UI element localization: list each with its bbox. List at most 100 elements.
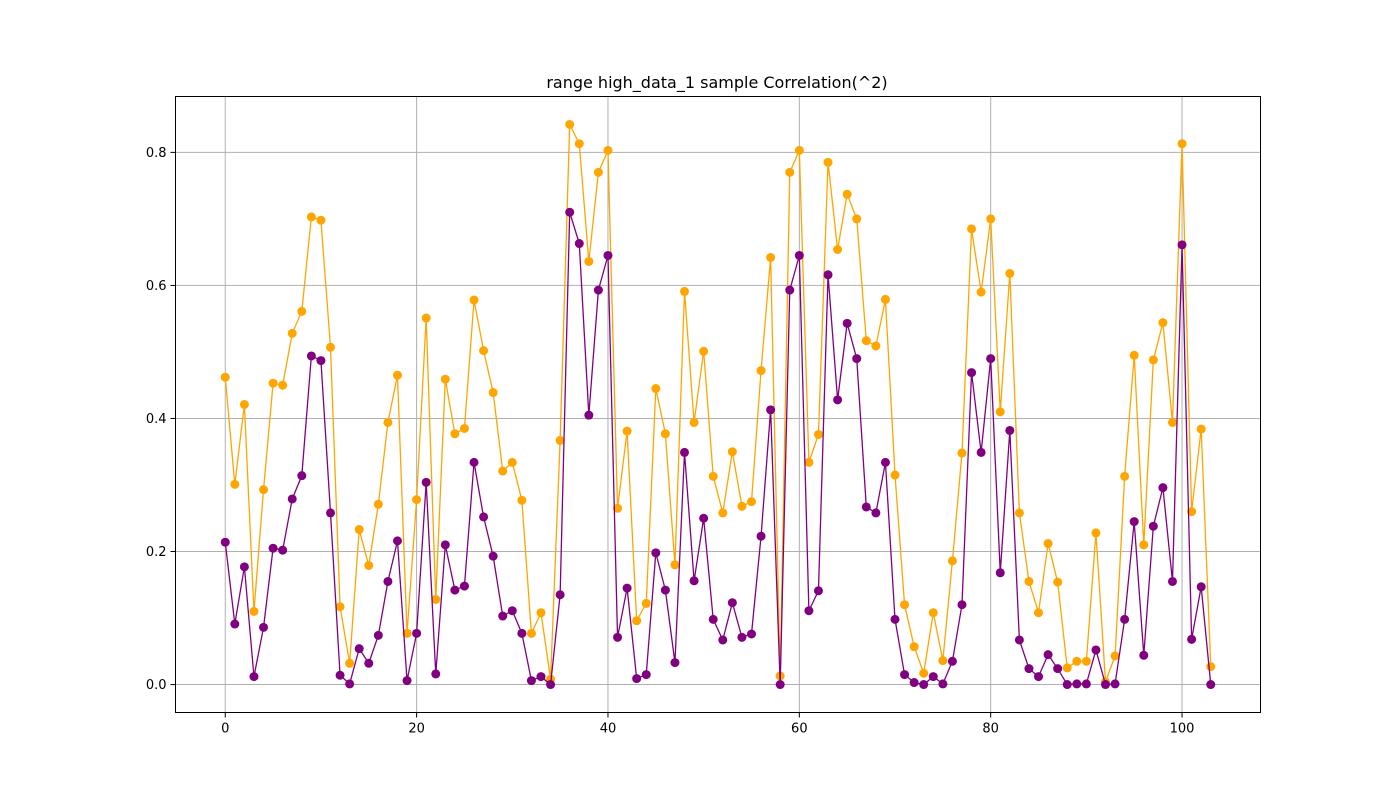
chart-title: range high_data_1 sample Correlation(^2)	[546, 73, 887, 93]
data-point	[670, 560, 680, 570]
data-point	[584, 410, 594, 420]
data-point	[708, 471, 718, 481]
data-point	[813, 586, 823, 596]
data-point	[1110, 679, 1120, 689]
data-point	[632, 674, 642, 684]
data-point	[278, 380, 288, 390]
data-point	[316, 215, 326, 225]
data-point	[1034, 672, 1044, 682]
data-point	[450, 429, 460, 439]
data-point	[660, 429, 670, 439]
data-point	[220, 372, 230, 382]
data-point	[785, 167, 795, 177]
data-point	[823, 270, 833, 280]
data-point	[306, 212, 316, 222]
data-point	[1129, 350, 1139, 360]
data-point	[1005, 425, 1015, 435]
data-point	[928, 672, 938, 682]
data-point	[794, 145, 804, 155]
data-point	[1158, 318, 1168, 328]
data-point	[1158, 483, 1168, 493]
data-point	[766, 252, 776, 262]
data-point	[440, 540, 450, 550]
data-point	[976, 447, 986, 457]
y-tick-label: 0.6	[146, 279, 167, 294]
data-point	[689, 417, 699, 427]
data-point	[861, 336, 871, 346]
data-point	[1196, 424, 1206, 434]
data-point	[737, 632, 747, 642]
data-point	[479, 512, 489, 522]
data-point	[517, 628, 527, 638]
x-tick-label: 60	[791, 722, 808, 737]
data-point	[345, 679, 355, 689]
data-point	[421, 313, 431, 323]
data-point	[632, 616, 642, 626]
data-point	[766, 405, 776, 415]
data-point	[1043, 650, 1053, 660]
y-tick-label: 0.4	[146, 412, 167, 427]
x-tick-label: 20	[408, 722, 425, 737]
data-point	[297, 471, 307, 481]
data-point	[1120, 471, 1130, 481]
data-point	[938, 656, 948, 666]
data-point	[526, 628, 536, 638]
data-point	[727, 598, 737, 608]
data-point	[536, 608, 546, 618]
data-point	[986, 354, 996, 364]
data-point	[459, 423, 469, 433]
data-point	[1187, 507, 1197, 517]
data-point	[880, 457, 890, 467]
data-point	[421, 477, 431, 487]
series-2	[220, 207, 1216, 690]
data-point	[268, 378, 278, 388]
x-tick-label: 40	[600, 722, 617, 737]
data-point	[603, 145, 613, 155]
data-point	[1177, 240, 1187, 250]
data-point	[986, 214, 996, 224]
data-point	[345, 658, 355, 668]
data-point	[613, 503, 623, 513]
data-point	[995, 407, 1005, 417]
data-point	[794, 250, 804, 260]
data-point	[785, 285, 795, 295]
data-point	[641, 598, 651, 608]
data-point	[431, 669, 441, 679]
data-point	[699, 513, 709, 523]
data-point	[1043, 539, 1053, 549]
data-point	[1139, 540, 1149, 550]
data-point	[871, 508, 881, 518]
data-point	[354, 644, 364, 654]
data-point	[957, 600, 967, 610]
data-point	[373, 499, 383, 509]
data-point	[1187, 634, 1197, 644]
data-point	[402, 628, 412, 638]
data-point	[1024, 576, 1034, 586]
data-point	[316, 356, 326, 366]
data-point	[900, 670, 910, 680]
data-point	[1072, 679, 1082, 689]
data-point	[813, 429, 823, 439]
data-point	[1177, 139, 1187, 149]
data-point	[947, 556, 957, 566]
data-point	[995, 568, 1005, 578]
data-point	[574, 139, 584, 149]
data-point	[919, 680, 929, 690]
data-point	[555, 590, 565, 600]
y-tick-label: 0.2	[146, 545, 167, 560]
data-point	[689, 576, 699, 586]
data-point	[1053, 577, 1063, 587]
data-point	[335, 602, 345, 612]
data-point	[488, 388, 498, 398]
y-tick-label: 0.0	[146, 678, 167, 693]
x-tick-label: 80	[982, 722, 999, 737]
data-point	[584, 256, 594, 266]
data-point	[1139, 650, 1149, 660]
data-point	[1014, 508, 1024, 518]
y-tick-label: 0.8	[146, 146, 167, 161]
data-point	[364, 658, 374, 668]
data-point	[727, 447, 737, 457]
data-point	[833, 395, 843, 405]
x-tick-label: 0	[221, 722, 229, 737]
data-point	[249, 672, 259, 682]
